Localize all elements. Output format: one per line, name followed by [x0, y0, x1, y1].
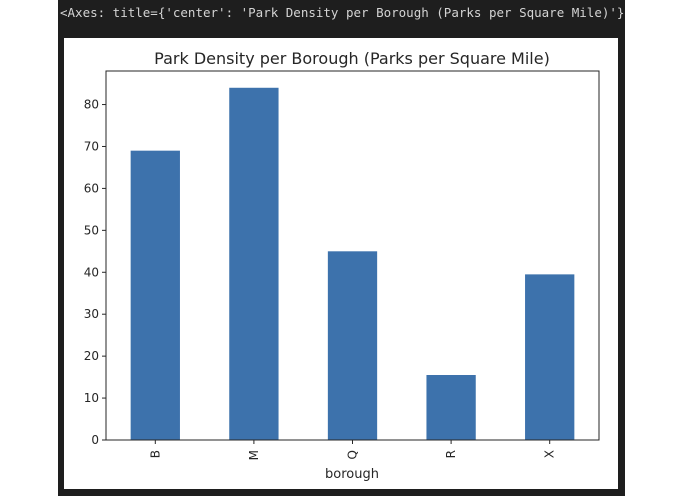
y-tick-label: 60	[84, 181, 99, 195]
y-tick-label: 30	[84, 307, 99, 321]
axes-layer: 0 10 20 30 40 50 60 70 80 B M Q R X	[84, 70, 600, 460]
y-tick-label: 80	[84, 98, 99, 112]
x-tick-label-X: X	[543, 450, 557, 458]
bar-R	[426, 375, 476, 440]
x-tick-label-B: B	[148, 450, 162, 458]
x-tick-label-Q: Q	[346, 450, 360, 459]
y-tick-label: 40	[84, 265, 99, 279]
cell-output-text: <Axes: title={'center': 'Park Density pe…	[60, 5, 625, 20]
chart-title: Park Density per Borough (Parks per Squa…	[154, 49, 550, 68]
bar-chart: Park Density per Borough (Parks per Squa…	[84, 49, 600, 482]
y-tick-label: 0	[91, 433, 99, 447]
y-tick-label: 50	[84, 223, 99, 237]
x-axis-title: borough	[325, 467, 379, 482]
x-tick-label-M: M	[247, 450, 261, 460]
bar-Q	[327, 251, 378, 440]
bars-layer	[130, 87, 575, 440]
x-tick-label-R: R	[444, 450, 458, 458]
y-tick-label: 70	[84, 139, 99, 153]
bar-M	[229, 87, 279, 440]
plot-area: Park Density per Borough (Parks per Squa…	[64, 38, 618, 489]
y-tick-label: 20	[84, 349, 99, 363]
bar-B	[130, 150, 180, 440]
bar-X	[525, 274, 575, 440]
y-tick-label: 10	[84, 391, 99, 405]
notebook-output-frame: <Axes: title={'center': 'Park Density pe…	[58, 0, 625, 496]
